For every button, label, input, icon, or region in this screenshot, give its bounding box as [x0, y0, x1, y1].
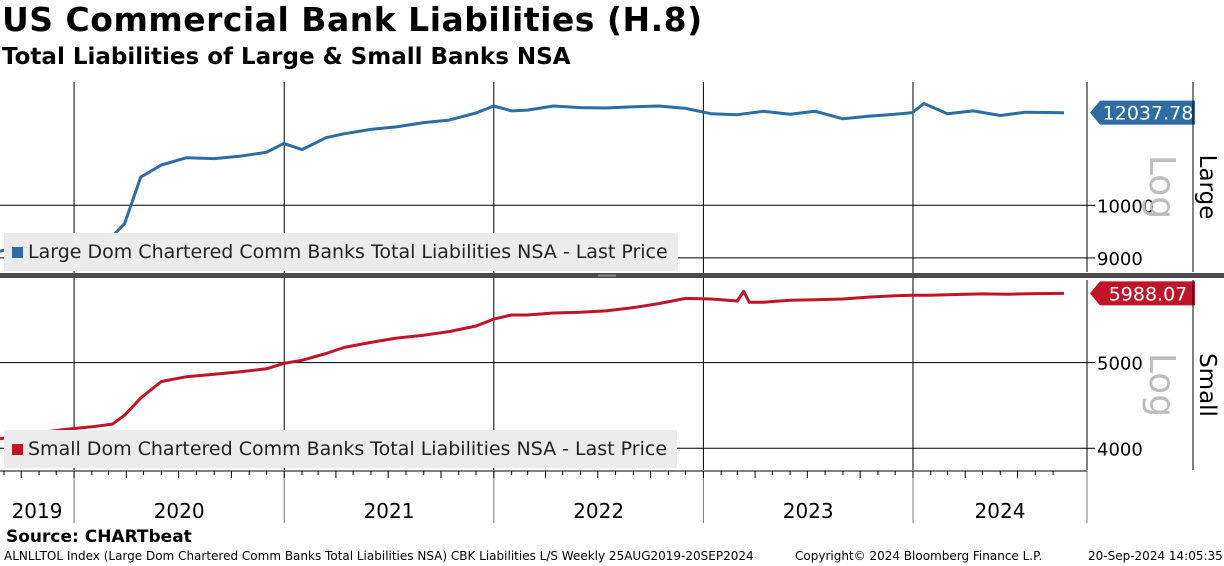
- x-year-label: 2023: [783, 499, 834, 523]
- legend-label-large: Large Dom Chartered Comm Banks Total Lia…: [28, 241, 668, 263]
- last-value-tag: [1090, 281, 1195, 306]
- footer-ticker: ALNLLTOL Index (Large Dom Chartered Comm…: [4, 549, 754, 563]
- x-year-label: 2019: [12, 499, 63, 523]
- x-year-label: 2020: [154, 499, 205, 523]
- log-scale-label: Log: [1141, 155, 1182, 219]
- panel-name-large: Large: [1194, 155, 1220, 220]
- x-year-label: 2024: [975, 499, 1026, 523]
- legend-swatch-large: [12, 246, 23, 258]
- series-line-large: [0, 102, 1065, 253]
- y-tick-label: 5000: [1097, 354, 1143, 375]
- y-tick-label: 9000: [1097, 249, 1143, 270]
- chart-subtitle: Total Liabilities of Large & Small Banks…: [2, 44, 571, 70]
- last-value-label: 5988.07: [1109, 283, 1188, 305]
- source-label: Source: CHARTbeat: [6, 527, 192, 547]
- legend-label-small: Small Dom Chartered Comm Banks Total Lia…: [28, 438, 668, 460]
- axes: 9000 10000 12037.78 Log Large 4000 5000 5988.07…: [0, 82, 1224, 523]
- series-lines: [0, 102, 1065, 441]
- y-tick-label: 10000: [1097, 196, 1154, 217]
- x-year-label: 2022: [573, 499, 624, 523]
- footer-timestamp: 20-Sep-2024 14:05:35: [1088, 549, 1223, 563]
- legend-swatch-small: [12, 443, 23, 455]
- y-tick-label: 4000: [1097, 439, 1143, 460]
- legend-small: Small Dom Chartered Comm Banks Total Lia…: [4, 430, 678, 468]
- log-scale-label: Log: [1141, 353, 1182, 417]
- chart-title: US Commercial Bank Liabilities (H.8): [2, 0, 703, 39]
- panel-divider-handle: [598, 274, 616, 277]
- series-line-small: [0, 289, 1065, 441]
- last-value-label: 12037.78: [1103, 103, 1194, 125]
- footer-copyright: Copyright© 2024 Bloomberg Finance L.P.: [795, 549, 1043, 563]
- x-year-label: 2021: [364, 499, 415, 523]
- last-value-tag: [1090, 100, 1195, 125]
- legend-large: Large Dom Chartered Comm Banks Total Lia…: [4, 233, 678, 271]
- panel-name-small: Small: [1194, 353, 1220, 417]
